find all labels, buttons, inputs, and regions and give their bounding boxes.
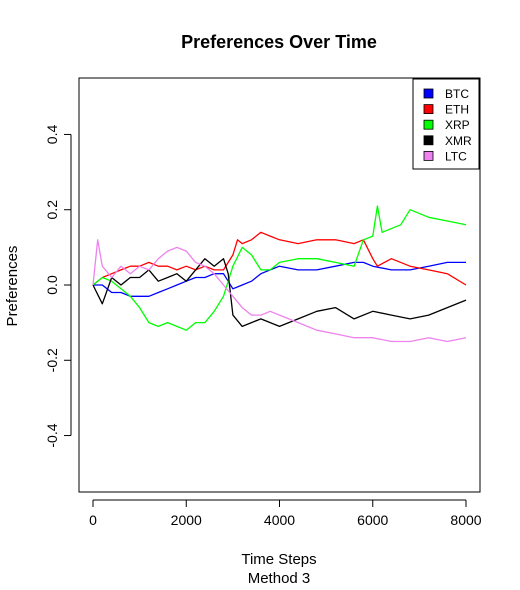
x-tick-label: 6000: [357, 512, 388, 528]
series-line-xrp: [92, 205, 467, 331]
legend-label-xmr: XMR: [445, 134, 472, 148]
legend-label-xrp: XRP: [445, 118, 470, 132]
legend-swatch-btc: [423, 88, 434, 99]
x-tick-label: 8000: [450, 512, 481, 528]
series-line-ltc: [92, 239, 467, 343]
series-line-btc: [93, 261, 466, 297]
legend-swatch-eth: [423, 104, 434, 114]
legend-label-eth: ETH: [445, 103, 469, 117]
y-tick-label: 0.4: [44, 125, 60, 145]
series-line-eth: [92, 231, 467, 286]
x-axis: 0 2000 4000 6000 8000: [89, 499, 482, 528]
x-axis-subtitle: Method 3: [248, 570, 311, 587]
legend-swatch-xrp: [423, 119, 434, 130]
chart-title: Preferences Over Time: [181, 32, 377, 52]
y-axis: -0.4 -0.2 0.0 0.2 0.4: [44, 125, 72, 448]
legend-label-btc: BTC: [445, 87, 469, 101]
y-tick-label: -0.4: [44, 423, 60, 447]
plot-area-frame: [78, 77, 481, 493]
x-tick-label: 2000: [171, 512, 202, 528]
y-axis-title: Preferences: [4, 246, 21, 327]
x-tick-label: 4000: [264, 512, 295, 528]
x-tick-label: 0: [89, 512, 97, 528]
y-tick-label: -0.2: [44, 348, 60, 372]
legend-label-ltc: LTC: [445, 149, 467, 163]
legend-swatch-ltc: [423, 150, 434, 161]
y-tick-label: 0.2: [44, 200, 60, 220]
legend-swatch-xmr: [423, 135, 434, 146]
y-tick-label: 0.0: [44, 275, 60, 295]
x-axis-title: Time Steps: [241, 551, 316, 568]
series-layer: [92, 205, 467, 343]
